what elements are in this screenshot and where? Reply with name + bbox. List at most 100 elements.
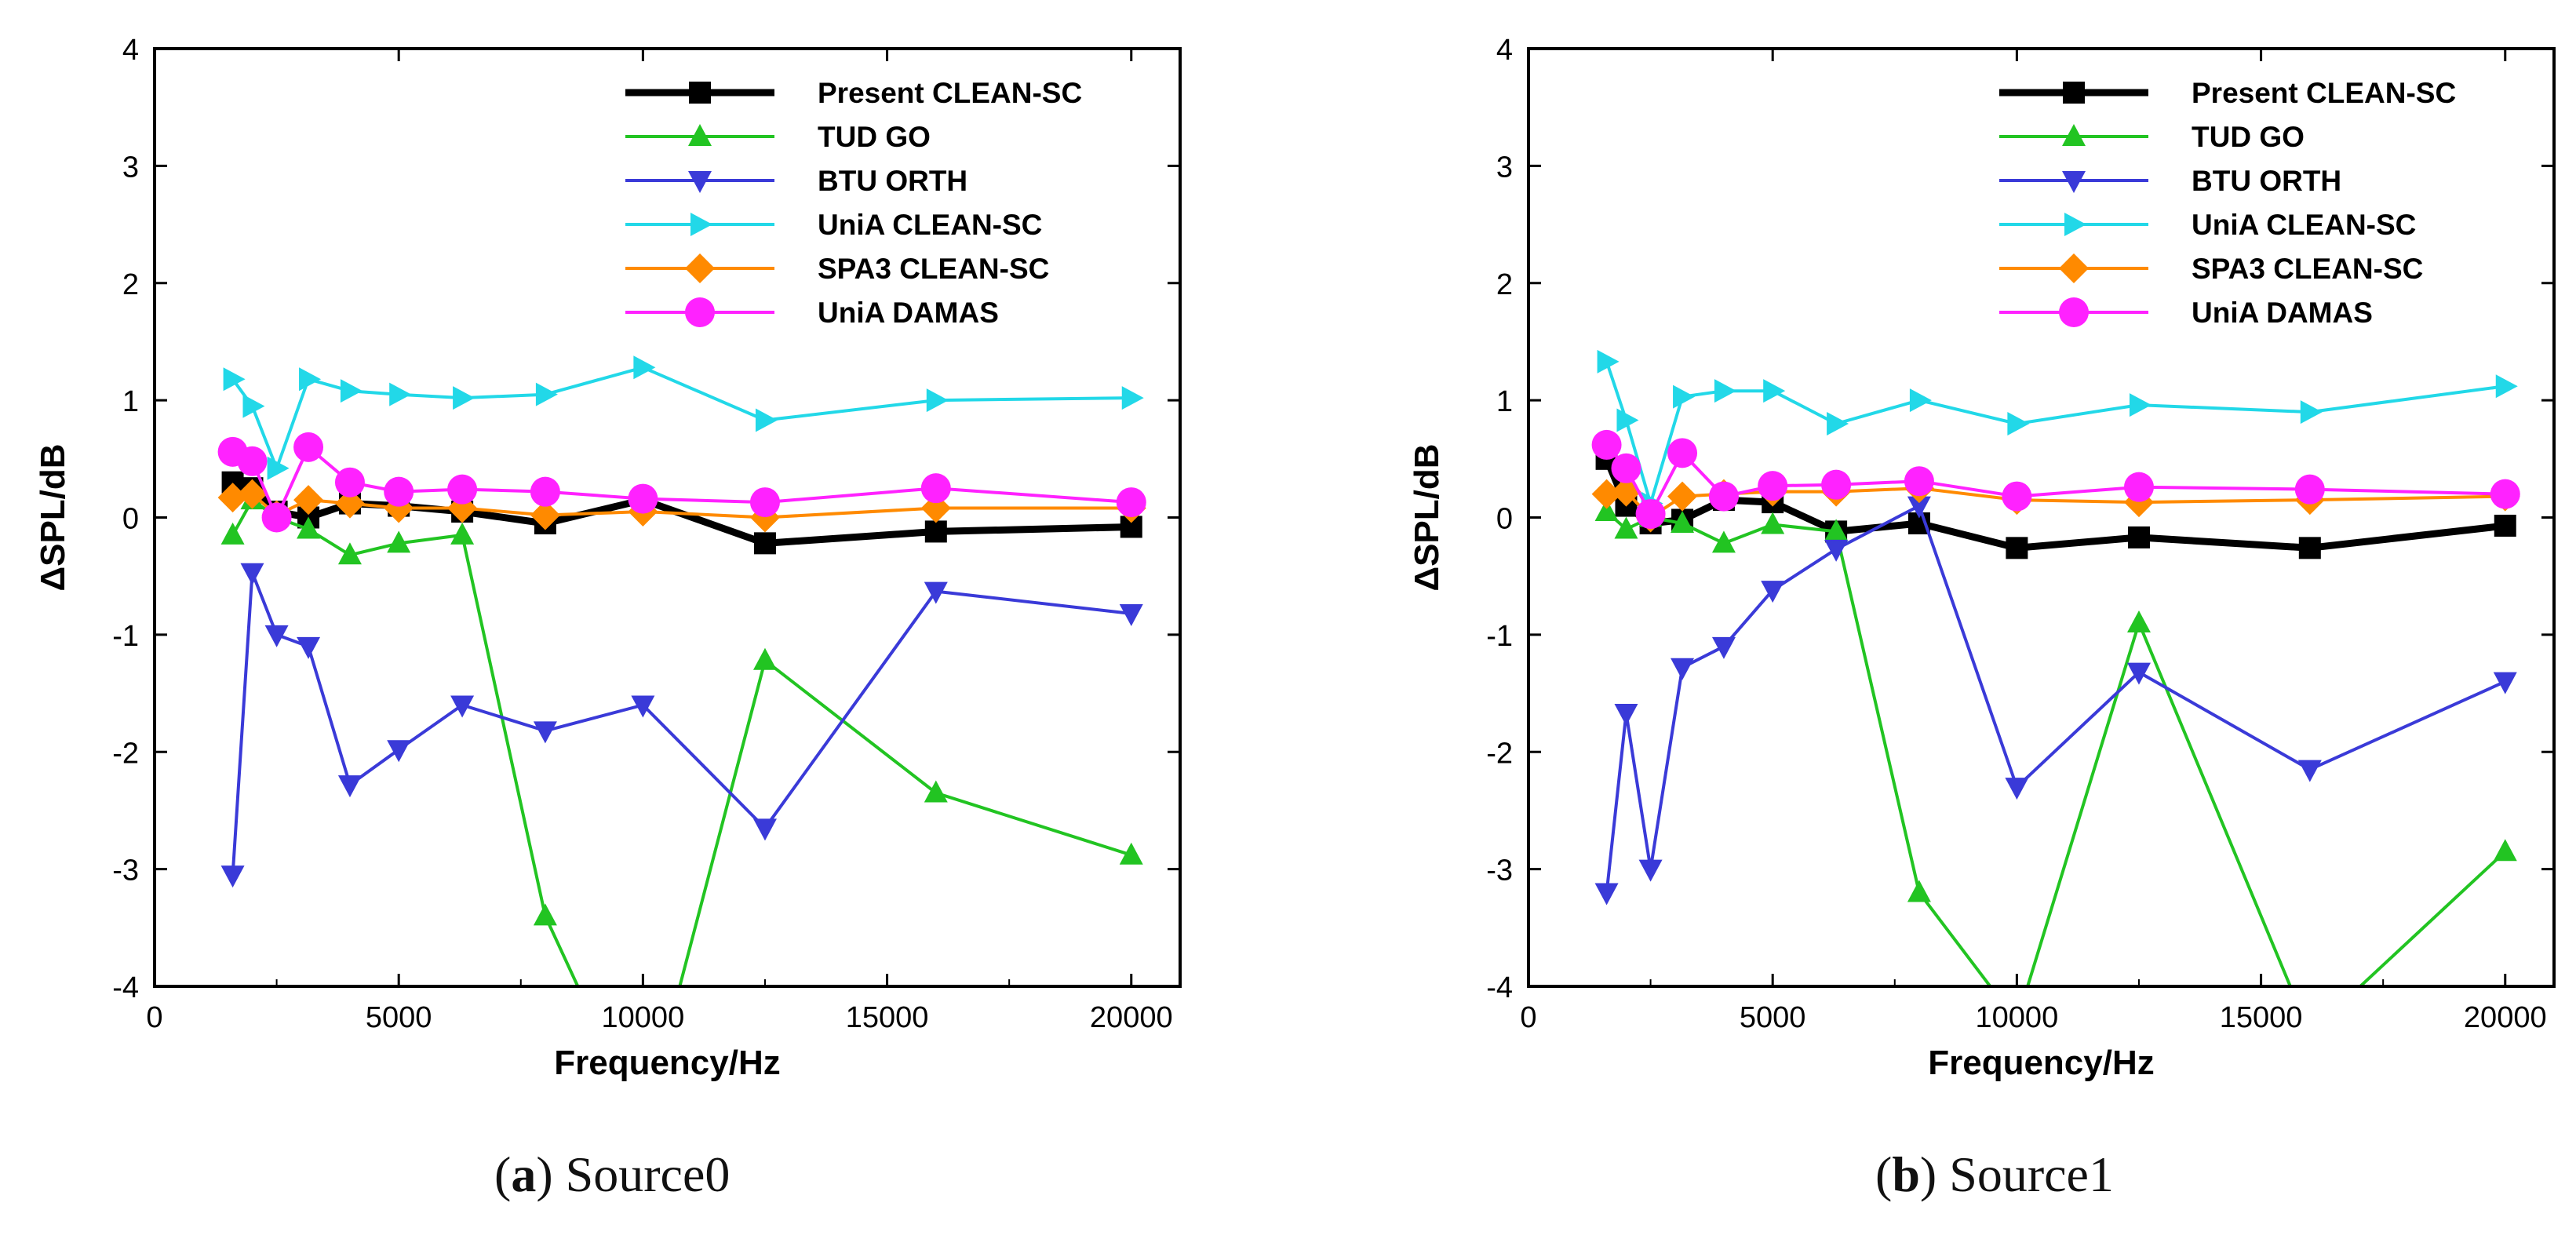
data-point (2490, 479, 2520, 509)
data-point (2494, 514, 2516, 537)
data-point (1119, 842, 1143, 865)
legend-marker (685, 297, 715, 327)
data-point (1667, 481, 1698, 512)
data-point (1635, 499, 1666, 530)
caption-text: Source0 (565, 1146, 731, 1202)
data-point (1761, 512, 1785, 534)
y-axis-label: ΔSPL/dB (1408, 443, 1446, 591)
data-point (293, 485, 324, 516)
legend-marker (2062, 124, 2086, 146)
y-tick-label: -2 (112, 737, 139, 770)
series-line (231, 366, 1131, 470)
data-point (753, 532, 776, 555)
x-tick-label: 10000 (602, 1001, 685, 1034)
data-point (334, 467, 365, 497)
data-point (387, 530, 411, 553)
data-point (1594, 883, 1619, 906)
data-point (1597, 349, 1620, 374)
legend-marker (2059, 297, 2089, 327)
series-line (1605, 361, 2506, 505)
y-tick-label: 1 (122, 385, 139, 418)
data-point (297, 636, 321, 659)
y-tick-label: -3 (112, 855, 139, 887)
data-point (2129, 393, 2152, 417)
data-point (2126, 662, 2151, 685)
x-tick-label: 5000 (366, 1001, 432, 1034)
x-axis-label: Frequency/Hz (554, 1044, 781, 1082)
data-point (237, 446, 268, 476)
data-point (389, 382, 412, 406)
data-point (220, 865, 245, 888)
legend: Present CLEAN-SC TUD GO BTU ORTH UniA CLEAN… (625, 77, 1082, 329)
series-unia-clean-sc (1597, 349, 2518, 516)
data-point (1673, 384, 1696, 409)
x-tick-label: 15000 (846, 1001, 929, 1034)
legend-marker (2059, 253, 2089, 283)
data-point (1614, 703, 1638, 726)
data-point (530, 500, 560, 530)
y-tick-label: 3 (1496, 151, 1513, 184)
data-point (1758, 471, 1788, 501)
data-point (1616, 408, 1639, 432)
legend-marker (689, 82, 711, 104)
chart-source1: -4 -3 -2 -1 0 1 2 3 4 0 5000 10000 15000 20000 Frequen… (1408, 34, 2556, 1082)
series-tud-go (220, 487, 1143, 986)
plot-frame (153, 47, 1182, 988)
legend-label: TUD GO (2192, 121, 2305, 153)
data-point (2294, 474, 2325, 505)
data-point (628, 483, 658, 514)
data-point (2298, 537, 2321, 559)
y-tick-label: 0 (122, 503, 139, 536)
y-tick-label: 0 (1496, 503, 1513, 536)
legend-marker (2062, 171, 2086, 193)
data-point (1907, 496, 1931, 519)
legend-label: Present CLEAN-SC (818, 77, 1082, 109)
data-point (293, 432, 324, 462)
y-tick-label: 1 (1496, 385, 1513, 418)
caption-label: b (1892, 1146, 1920, 1202)
data-point (1611, 453, 1641, 483)
y-tick-label: 2 (1496, 268, 1513, 301)
data-point (752, 818, 777, 841)
legend-marker (688, 171, 712, 193)
y-tick-label: -1 (112, 620, 139, 653)
legend-label: BTU ORTH (818, 165, 967, 197)
data-point (1638, 859, 1663, 882)
series-unia-damas (217, 432, 1146, 533)
data-point (299, 367, 322, 392)
series-line (231, 570, 1132, 876)
legend-label: SPA3 CLEAN-SC (818, 253, 1049, 285)
data-point (264, 625, 289, 647)
data-point (267, 456, 290, 480)
x-tick-label: 20000 (2464, 1001, 2547, 1034)
data-point (240, 563, 264, 585)
data-point (1824, 539, 1849, 562)
data-point (2495, 374, 2518, 399)
series-btu-orth (1594, 496, 2517, 906)
legend-label: Present CLEAN-SC (2192, 77, 2456, 109)
data-point (1711, 636, 1736, 659)
caption-source1: (b) Source1 (1875, 1146, 2114, 1202)
plot-area (217, 355, 1146, 986)
data-point (217, 483, 248, 513)
data-point (261, 502, 292, 533)
data-point (924, 581, 948, 604)
data-point (2297, 760, 2322, 782)
y-tick-label: -4 (112, 971, 139, 1004)
data-point (237, 479, 268, 509)
data-point (2300, 400, 2323, 425)
data-point (749, 487, 780, 518)
data-point (447, 474, 478, 505)
plot-area (1591, 349, 2520, 986)
plot-frame (1527, 47, 2556, 988)
data-point (920, 473, 951, 504)
legend-label: UniA CLEAN-SC (2192, 209, 2416, 241)
data-point (1821, 469, 1852, 500)
data-point (2493, 839, 2517, 862)
data-point (1671, 510, 1695, 533)
data-point (453, 386, 475, 410)
y-tick-label: -4 (1486, 971, 1513, 1004)
data-point (2006, 537, 2028, 559)
y-tick-label: 2 (122, 268, 139, 301)
